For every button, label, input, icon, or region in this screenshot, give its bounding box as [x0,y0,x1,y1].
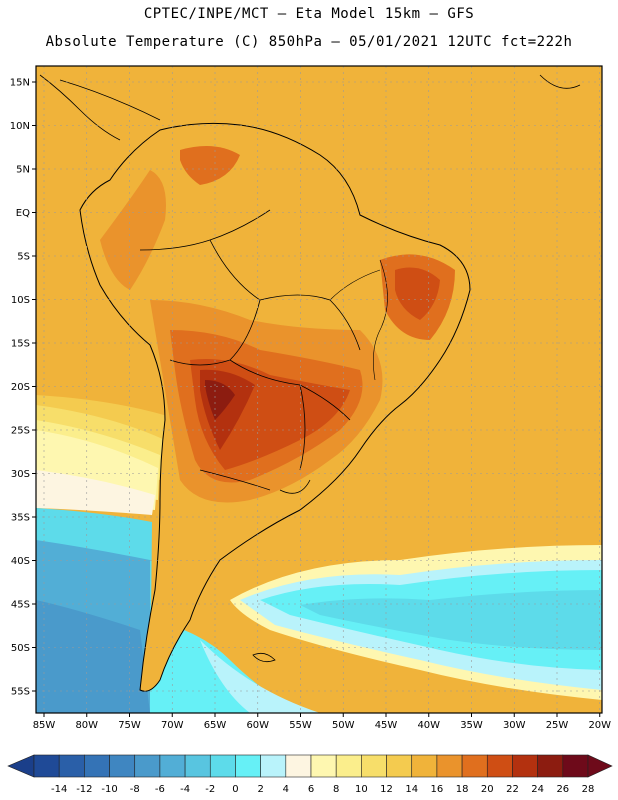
colorbar-swatch [209,754,236,778]
colorbar-swatch [134,754,161,778]
colorbar-level-label: 12 [380,784,393,795]
colorbar-swatch [184,754,211,778]
lon-tick-label: 75W [118,720,141,731]
lon-tick-label: 70W [161,720,184,731]
lon-tick-label: 65W [204,720,227,731]
warm-region-north [180,146,240,185]
lat-tick-label: 10N [10,121,30,132]
colorbar-level-label: -8 [130,784,140,795]
warm-andes-north [100,170,166,290]
longitude-labels: 85W 80W 75W 70W 65W 60W 55W 50W 45W 40W 35W 30W 25W 2… [33,713,611,731]
lon-tick-label: 85W [33,720,56,731]
lat-tick-label: 45S [11,600,30,611]
field-band-atlantic-0 [300,590,602,650]
colorbar-swatch [235,754,261,778]
lat-tick-label: 15S [11,339,30,350]
colorbar-swatch [33,754,60,778]
colorbar-level-label: 0 [232,784,238,795]
field-band-cold-west-3 [36,600,150,713]
country-borders [139,209,361,494]
lat-tick-label: 25S [11,426,30,437]
latitude-labels: 15N 10N 5N EQ 5S 10S 15S 20S 25S 30S 35S 40S 45S 50S 5… [10,78,36,698]
colorbar-labels: -14 -12 -10 -8 -6 -4 -2 0 2 4 6 8 10 12 14 16 18 20 22 24 26… [51,784,594,795]
state-borders [329,259,388,381]
colorbar-swatch [361,754,387,778]
colorbar-low-arrow [7,754,35,778]
colorbar-level-label: 20 [481,784,494,795]
colorbar-level-label: 18 [456,784,469,795]
lat-tick-label: 10S [11,295,30,306]
field-band-6 [36,470,155,515]
colorbar-swatch [436,754,463,778]
caribbean-coastline [39,74,581,141]
lon-tick-label: 80W [75,720,98,731]
colorbar-level-label: 14 [405,784,418,795]
colorbar-swatch [109,754,136,778]
lat-tick-label: 40S [11,556,30,567]
colorbar-swatch [486,754,513,778]
lat-tick-label: 30S [11,469,30,480]
map-gridlines [36,66,602,713]
lat-tick-label: EQ [16,208,30,219]
colorbar-level-label: 2 [257,784,263,795]
colorbar-swatch [562,754,589,778]
colorbar-level-label: 28 [582,784,595,795]
colorbar-level-label: 24 [531,784,544,795]
colorbar-level-label: -4 [180,784,190,795]
colorbar-level-label: 6 [308,784,314,795]
colorbar-swatch [335,754,362,778]
lon-tick-label: 30W [503,720,526,731]
colorbar [7,754,613,778]
colorbar-swatch [411,754,438,778]
lon-tick-label: 55W [289,720,312,731]
map-title-line-1: CPTEC/INPE/MCT – Eta Model 15km – GFS [143,6,475,22]
colorbar-level-label: 22 [506,784,519,795]
lat-tick-label: 15N [10,78,30,89]
colorbar-level-label: 26 [556,784,569,795]
colorbar-level-label: 10 [355,784,368,795]
colorbar-swatch [285,754,312,778]
falkland-islands [252,652,276,663]
lon-tick-label: 60W [246,720,269,731]
coastline [79,122,471,692]
lat-tick-label: 55S [11,687,30,698]
colorbar-level-label: 16 [431,784,444,795]
colorbar-swatch [461,754,488,778]
colorbar-swatch [386,754,413,778]
lon-tick-label: 20W [588,720,611,731]
colorbar-swatch [159,754,186,778]
colorbar-level-label: -14 [51,784,67,795]
lat-tick-label: 5S [17,252,30,263]
lat-tick-label: 20S [11,382,30,393]
colorbar-swatch [84,754,110,778]
lon-tick-label: 45W [375,720,398,731]
colorbar-level-label: -2 [205,784,215,795]
map-title-line-2: Absolute Temperature (C) 850hPa – 05/01/… [45,34,573,50]
lat-tick-label: 5N [16,165,30,176]
colorbar-swatch [512,754,538,778]
colorbar-swatch [260,754,287,778]
lon-tick-label: 50W [332,720,355,731]
map-frame [35,65,603,714]
colorbar-swatch [537,754,564,778]
lat-tick-label: 35S [11,513,30,524]
colorbar-swatch [58,754,85,778]
warm-core-chaco-max [205,380,235,420]
colorbar-level-label: 8 [333,784,339,795]
colorbar-level-label: -6 [155,784,165,795]
colorbar-level-label: 4 [283,784,289,795]
colorbar-swatch [310,754,337,778]
lon-tick-label: 40W [417,720,440,731]
lon-tick-label: 35W [460,720,483,731]
colorbar-level-label: -10 [101,784,117,795]
colorbar-level-label: -12 [76,784,92,795]
lat-tick-label: 50S [11,643,30,654]
colorbar-high-arrow [587,754,613,778]
field-band-patagonia-2 [200,640,320,713]
lon-tick-label: 25W [546,720,569,731]
temperature-field [36,66,602,713]
